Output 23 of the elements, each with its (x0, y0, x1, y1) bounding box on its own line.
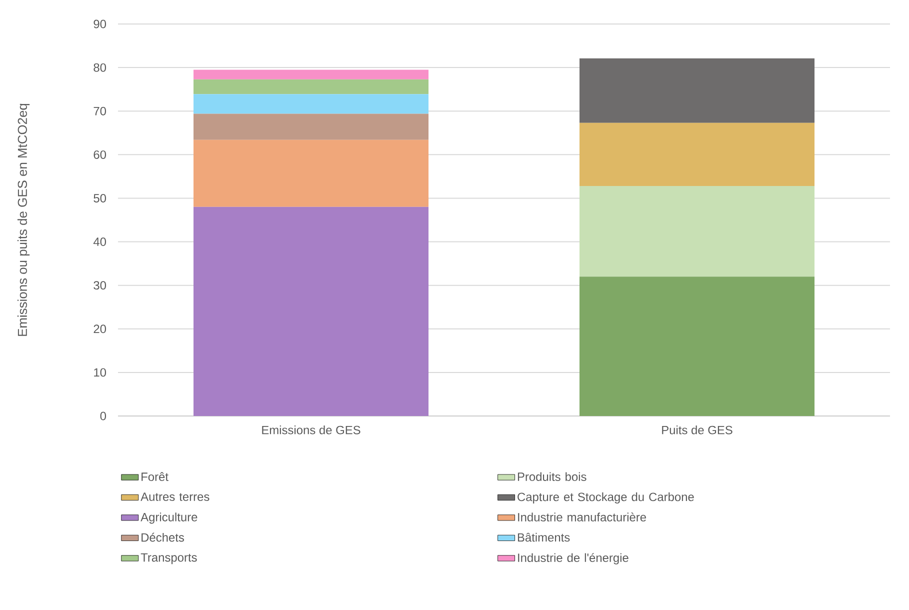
legend-label: Produits bois (518, 472, 586, 481)
legend-label: Capture et Stockage du Carbone (518, 492, 694, 504)
legend-label: Transports (140, 553, 197, 564)
x-tick-label: Puits de GES (662, 426, 732, 434)
legend-label: Industrie manufacturière (518, 512, 646, 522)
y-axis-title: Emissions ou puits de GES en MtCO2eq (17, 104, 30, 336)
legend-label: Autres terres (140, 492, 210, 501)
y-tick-label: 0 (100, 412, 106, 420)
y-tick-label: 20 (94, 324, 106, 334)
y-tick-label: 60 (94, 150, 106, 159)
legend-label: Industrie de l'énergie (518, 553, 628, 564)
y-tick-label: 50 (94, 194, 106, 202)
legend-label: Agriculture (140, 512, 198, 524)
y-tick-label: 40 (93, 238, 106, 246)
y-tick-label: 70 (94, 106, 106, 116)
y-tick-label: 10 (94, 368, 106, 377)
legend-label: Bâtiments (518, 532, 570, 542)
y-tick-label: 80 (94, 63, 106, 72)
x-tick-label: Emissions de GES (262, 426, 360, 434)
y-tick-label: 30 (94, 281, 106, 290)
legend-label: Déchets (142, 532, 184, 542)
legend-label: Forêt (142, 472, 168, 481)
y-tick-label: 90 (94, 20, 106, 28)
